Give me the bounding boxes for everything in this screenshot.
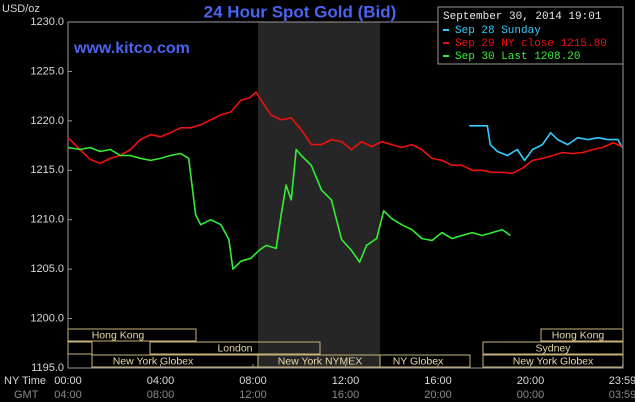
session-label: New York Globex (513, 355, 594, 367)
session-label: New York Globex (113, 355, 194, 367)
x2-tick-label: 20:00 (424, 389, 452, 401)
y-tick-label: 1210.0 (30, 214, 64, 226)
y-tick-label: 1195.0 (31, 362, 64, 374)
x-tick-label: 12:00 (332, 375, 360, 387)
legend-label: Sep 29 NY close 1215.80 (455, 38, 607, 50)
x2-tick-label: 03:59 (609, 389, 635, 401)
x-tick-label: 08:00 (239, 375, 267, 387)
x2-tick-label: 00:00 (517, 389, 545, 401)
y-tick-label: 1230.0 (30, 16, 64, 28)
session-box (540, 328, 624, 342)
x-axis-label: NY Time (4, 375, 46, 387)
legend-label: Sep 28 Sunday (455, 25, 541, 37)
x-tick-label: 23:59 (609, 375, 635, 387)
legend: September 30, 2014 19:01 Sep 28 SundaySe… (437, 6, 624, 65)
y-tick-label: 1215.0 (30, 164, 64, 176)
x-tick-label: 00:00 (54, 375, 82, 387)
sessions: Hong Kong Hong Kong London Sydney New Yo… (67, 328, 624, 368)
x2-tick-label: 16:00 (332, 389, 360, 401)
session-box (67, 328, 197, 342)
x2-tick-label: 04:00 (54, 389, 82, 401)
session-box (67, 341, 93, 355)
series-line (67, 91, 623, 175)
session-box (149, 341, 321, 355)
nymex-hours-shade (258, 22, 380, 368)
session-box (482, 341, 624, 355)
x2-tick-label: 12:00 (239, 389, 267, 401)
session-box (379, 354, 471, 368)
session-label: New York NYMEX (278, 355, 363, 367)
legend-box (437, 6, 624, 65)
watermark: www.kitco.com (73, 40, 190, 57)
timestamp: September 30, 2014 19:01 (443, 11, 602, 23)
x2-tick-label: 08:00 (147, 389, 175, 401)
session-label: NY Globex (393, 355, 444, 367)
legend-label: Sep 30 Last 1208.20 (455, 51, 580, 63)
x-tick-label: 04:00 (147, 375, 175, 387)
y-tick-label: 1200.0 (30, 312, 64, 324)
session-label: Hong Kong (552, 329, 605, 341)
y-tick-label: 1205.0 (30, 263, 64, 275)
session-label: Sydney (535, 342, 571, 354)
x-tick-label: 20:00 (517, 375, 545, 387)
y-axis-label: USD/oz (2, 3, 40, 15)
y-tick-label: 1225.0 (30, 65, 64, 77)
series-line (469, 125, 623, 162)
chart-title: 24 Hour Spot Gold (Bid) (204, 2, 397, 21)
x-tick-label: 16:00 (424, 375, 452, 387)
session-box (482, 354, 624, 368)
x2-axis-label: GMT (14, 389, 39, 401)
session-label: Hong Kong (92, 329, 145, 341)
series-line (67, 146, 511, 270)
session-label: London (217, 342, 252, 354)
y-tick-label: 1220.0 (30, 115, 64, 127)
